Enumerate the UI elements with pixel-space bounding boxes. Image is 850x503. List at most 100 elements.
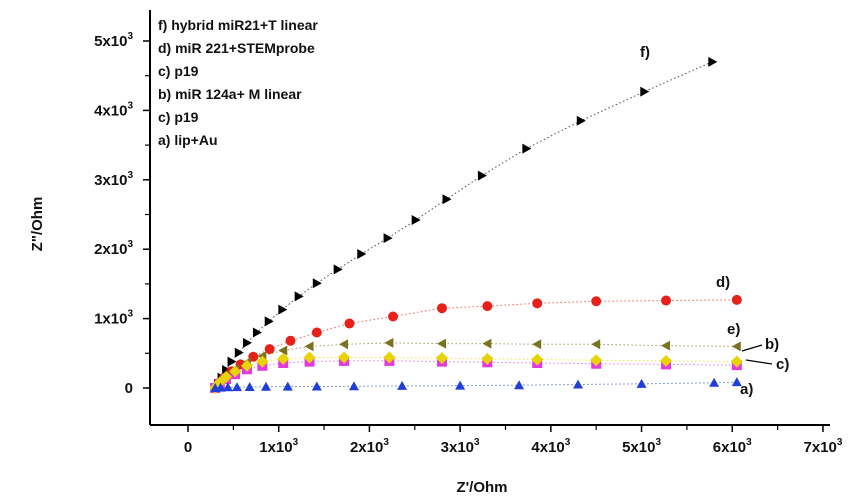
data-point-f <box>640 86 650 97</box>
data-point-f <box>234 347 244 358</box>
data-point-e <box>591 339 601 350</box>
data-point-d <box>436 303 447 314</box>
data-point-f <box>357 249 367 260</box>
x-tick-label: 0 <box>184 439 192 456</box>
data-point-f <box>411 215 421 226</box>
data-point-a <box>222 382 233 392</box>
data-point-f <box>312 278 322 289</box>
data-point-d <box>661 295 672 306</box>
data-point-e <box>384 337 394 348</box>
data-point-c <box>220 370 233 383</box>
data-point-f <box>222 364 232 375</box>
data-point-d <box>311 327 322 338</box>
data-point-f <box>383 233 393 244</box>
data-point-d <box>285 335 296 346</box>
data-point-a <box>455 380 466 390</box>
data-point-e <box>661 340 671 351</box>
data-point-c <box>730 355 743 368</box>
y-tick-label: 4x103 <box>94 100 133 119</box>
legend-entry: d) miR 221+STEMprobe <box>158 40 315 56</box>
label-arrow-c <box>745 359 773 365</box>
data-point-f <box>227 356 237 367</box>
legend-entry: f) hybrid miR21+T linear <box>158 17 318 33</box>
data-point-f <box>708 56 718 67</box>
legend-entry: c) p19 <box>158 109 199 125</box>
x-tick-label: 5x103 <box>622 437 661 456</box>
data-point-f <box>333 264 343 275</box>
data-point-a <box>348 381 359 391</box>
data-point-c <box>435 352 448 365</box>
data-point-a <box>573 379 584 389</box>
data-point-a <box>282 381 293 391</box>
data-point-d <box>388 311 399 322</box>
y-tick-label: 2x103 <box>94 239 133 258</box>
data-point-e <box>339 339 349 350</box>
data-point-d <box>731 294 742 305</box>
data-point-a <box>311 381 322 391</box>
curve-label-d: d) <box>716 274 730 291</box>
x-tick-label: 4x103 <box>531 437 570 456</box>
data-point-e <box>482 338 492 349</box>
data-point-f <box>522 143 532 154</box>
data-point-a <box>397 380 408 390</box>
label-arrow-b <box>741 344 763 352</box>
legend-entry: c) p19 <box>158 63 199 79</box>
curve-label-b: b) <box>765 336 779 353</box>
curve-label-c: c) <box>776 356 789 373</box>
x-tick-label: 3x103 <box>441 437 480 456</box>
data-point-e <box>278 345 288 356</box>
data-point-f <box>294 291 304 302</box>
data-point-a <box>215 382 226 392</box>
data-point-c <box>660 354 673 367</box>
data-point-a <box>636 378 647 388</box>
y-tick-label: 0 <box>125 380 133 397</box>
curve-label-a: a) <box>740 381 753 398</box>
data-point-e <box>731 341 741 352</box>
data-point-c <box>481 352 494 365</box>
data-point-f <box>252 327 262 338</box>
data-point-a <box>709 377 720 387</box>
x-axis-title: Z'/Ohm <box>456 479 507 496</box>
data-point-c <box>590 354 603 367</box>
data-point-f <box>278 304 288 315</box>
y-tick-label: 5x103 <box>94 31 133 50</box>
legend-entry: a) lip+Au <box>158 132 218 148</box>
data-point-f <box>264 316 274 327</box>
data-point-c <box>383 351 396 364</box>
data-point-e <box>436 338 446 349</box>
x-tick-label: 6x103 <box>713 437 752 456</box>
y-tick-label: 3x103 <box>94 170 133 189</box>
data-point-c <box>256 355 269 368</box>
data-point-a <box>514 380 525 390</box>
tick-group: 0 1x103 2x103 3x103 4x103 5x103 6x103 7x103 0 1x1… <box>94 31 843 456</box>
data-point-c <box>229 365 242 378</box>
data-point-a <box>244 381 255 391</box>
data-point-f <box>477 170 487 181</box>
data-point-c <box>303 351 316 364</box>
data-point-c <box>240 359 253 372</box>
series-line-e <box>214 342 737 389</box>
legend-entry: b) miR 124a+ M linear <box>158 86 302 102</box>
data-point-d <box>532 298 543 309</box>
x-tick-label: 2x103 <box>350 437 389 456</box>
curve-label-f: f) <box>640 44 650 61</box>
data-point-d <box>591 296 602 307</box>
data-point-d <box>344 318 355 329</box>
data-point-d <box>482 301 493 312</box>
data-point-f <box>442 194 452 205</box>
data-point-d <box>264 344 275 355</box>
data-point-c <box>338 351 351 364</box>
x-tick-label: 7x103 <box>804 437 843 456</box>
data-point-a <box>731 377 742 387</box>
series-points <box>209 56 743 394</box>
series-line-a <box>215 381 737 389</box>
data-point-a <box>261 381 272 391</box>
data-point-e <box>304 341 314 352</box>
series-line-b <box>214 360 737 389</box>
data-point-c <box>531 353 544 366</box>
legend: f) hybrid miR21+T linear d) miR 221+STEM… <box>158 17 318 148</box>
curve-label-e: e) <box>727 321 740 338</box>
data-point-e <box>532 339 542 350</box>
data-point-c <box>277 352 290 365</box>
